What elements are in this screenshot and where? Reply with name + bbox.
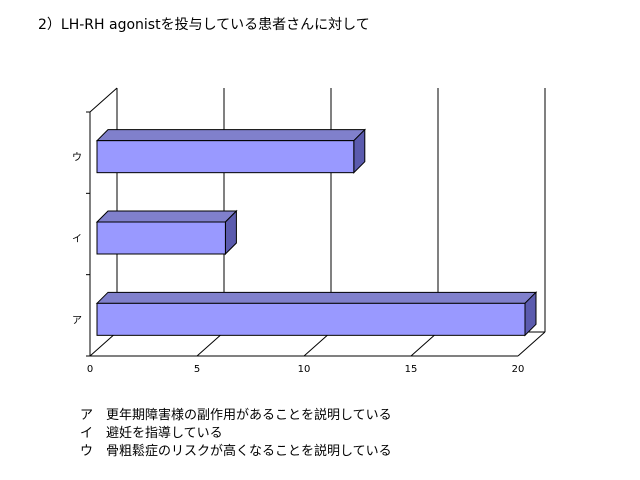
- legend-text: 更年期障害様の副作用があることを説明している: [106, 408, 392, 423]
- bar: [95, 209, 238, 256]
- bar-layer: [95, 128, 538, 337]
- bar: [95, 291, 538, 337]
- x-tick-label: 20: [512, 364, 525, 375]
- legend-text: 避妊を指導している: [106, 426, 223, 441]
- x-tick-label: 5: [194, 364, 200, 375]
- legend-item-i: イ 避妊を指導している: [80, 425, 392, 443]
- bar-front: [96, 221, 226, 255]
- y-tick-label: ウ: [72, 152, 82, 164]
- floor-line: [410, 331, 439, 357]
- bar-top: [95, 210, 238, 223]
- bar-top: [95, 291, 538, 304]
- floor-line: [517, 331, 546, 357]
- y-axis-top-edge: [89, 87, 118, 113]
- chart-title: 2）LH-RH agonistを投与している患者さんに対して: [38, 17, 370, 33]
- legend: ア 更年期障害様の副作用があることを説明している イ 避妊を指導している ウ 骨…: [80, 407, 392, 461]
- floor-line: [89, 331, 118, 357]
- legend-text: 骨粗鬆症のリスクが高くなることを説明している: [106, 444, 392, 459]
- floor-line: [303, 331, 332, 357]
- legend-key: ウ: [80, 444, 94, 459]
- y-tick-label: イ: [72, 234, 82, 245]
- legend-key: ア: [80, 408, 94, 423]
- bar-front: [96, 140, 355, 174]
- legend-item-u: ウ 骨粗鬆症のリスクが高くなることを説明している: [80, 443, 392, 461]
- floor-line: [196, 331, 225, 357]
- bar-front: [96, 302, 526, 336]
- bar: [95, 128, 367, 174]
- bar-chart: 0 5 10 15 20 ア イ ウ: [72, 87, 546, 375]
- x-tick-label: 10: [298, 364, 311, 375]
- legend-item-a: ア 更年期障害様の副作用があることを説明している: [80, 407, 392, 425]
- x-tick-label: 15: [405, 364, 418, 375]
- legend-key: イ: [80, 426, 94, 441]
- x-tick-label: 0: [87, 364, 93, 375]
- label-layer: 0 5 10 15 20 ア イ ウ: [72, 152, 524, 375]
- y-tick-label: ア: [72, 315, 82, 326]
- bar-top: [95, 129, 367, 142]
